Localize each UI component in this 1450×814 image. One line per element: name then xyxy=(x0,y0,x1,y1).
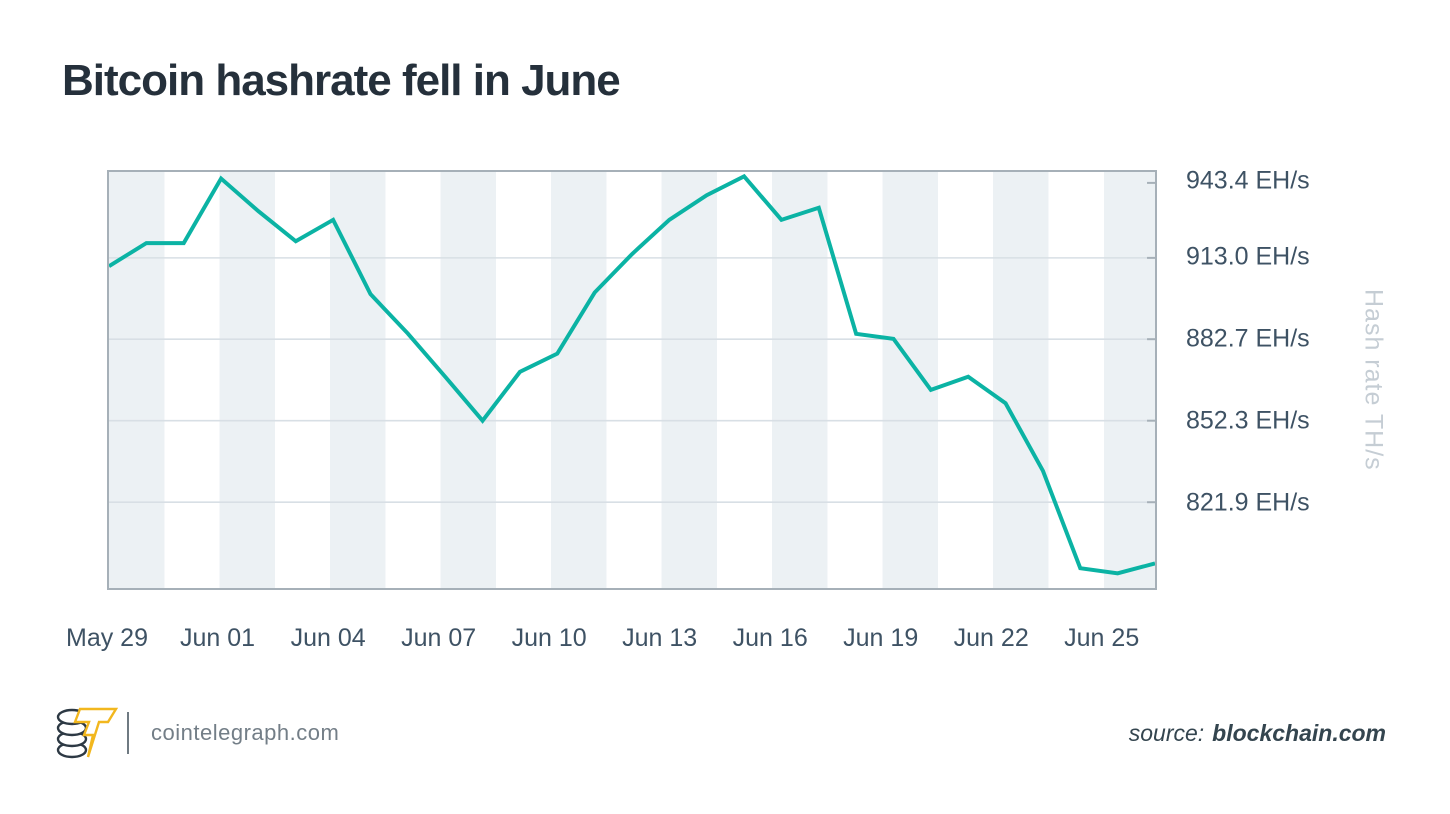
chart-title: Bitcoin hashrate fell in June xyxy=(62,56,621,105)
x-tick-label: Jun 01 xyxy=(179,624,256,652)
x-tick-label: Jun 19 xyxy=(843,624,919,652)
x-tick-label: Jun 07 xyxy=(401,624,477,652)
y-tick-label: 943.4 EH/s xyxy=(1186,166,1310,195)
y-tick-label: 821.9 EH/s xyxy=(1186,488,1310,517)
coin-stack-icon xyxy=(56,708,88,759)
x-tick-label: Jun 25 xyxy=(1064,624,1140,652)
cointelegraph-logo-icon xyxy=(56,707,119,759)
x-tick-label: Jun 13 xyxy=(622,624,698,652)
x-axis-labels: May 29 Jun 01 Jun 04 Jun 07 Jun 10 Jun 13 Jun … xyxy=(66,619,1157,657)
footer-divider xyxy=(127,712,129,754)
x-tick-label: Jun 10 xyxy=(511,624,587,652)
source-value: blockchain.com xyxy=(1212,719,1386,746)
hashrate-line-chart xyxy=(109,173,1155,576)
y-axis-labels: 943.4 EH/s 913.0 EH/s 882.7 EH/s 852.3 EH/s… xyxy=(1186,166,1396,590)
y-tick-label: 913.0 EH/s xyxy=(1186,242,1310,271)
x-tick-label: Jun 22 xyxy=(953,624,1029,652)
plot-area xyxy=(107,170,1157,590)
y-tick-label: 882.7 EH/s xyxy=(1186,324,1310,353)
source-line: source: blockchain.com xyxy=(1129,695,1386,771)
lightning-bolt-icon xyxy=(73,707,119,758)
y-axis-title: Hash rate TH/s xyxy=(1359,289,1388,471)
y-tick-label: 852.3 EH/s xyxy=(1186,406,1310,435)
footer-site-text: cointelegraph.com xyxy=(151,720,340,745)
x-tick-label: May 29 xyxy=(66,624,148,652)
x-tick-label: Jun 16 xyxy=(732,624,808,652)
x-tick-label: Jun 04 xyxy=(290,624,366,652)
source-label: source: xyxy=(1128,719,1205,746)
footer: cointelegraph.com source: blockchain.com xyxy=(0,695,1450,775)
hashrate-line xyxy=(109,173,1155,576)
